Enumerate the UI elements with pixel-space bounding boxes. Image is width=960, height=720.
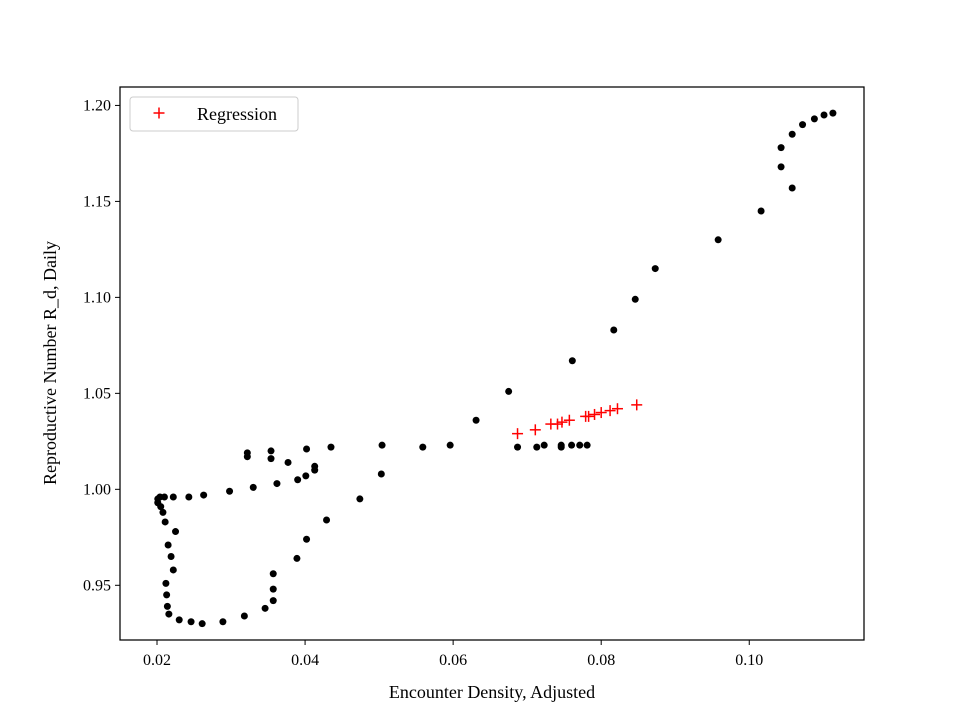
data-point xyxy=(226,487,234,495)
data-point xyxy=(777,144,785,152)
legend: Regression xyxy=(129,96,299,132)
data-point xyxy=(757,207,765,215)
y-tick-label: 1.00 xyxy=(83,481,111,498)
data-point xyxy=(356,495,364,503)
data-point xyxy=(303,535,311,543)
y-axis-ticks: 0.95 1.00 1.05 1.10 1.15 1.20 xyxy=(83,97,120,594)
y-tick-label: 1.15 xyxy=(83,193,111,210)
data-point xyxy=(327,443,335,451)
x-tick-label: 0.02 xyxy=(143,652,171,669)
data-point xyxy=(294,476,302,484)
data-point xyxy=(557,441,565,449)
data-point xyxy=(631,295,639,303)
data-point xyxy=(323,516,331,524)
data-point xyxy=(540,441,548,449)
x-axis-ticks: 0.02 0.04 0.06 0.08 0.10 xyxy=(143,640,763,669)
legend-marker-plus-icon xyxy=(153,107,165,119)
y-tick-label: 1.05 xyxy=(83,385,111,402)
regression-point xyxy=(552,418,564,430)
data-point xyxy=(243,453,251,461)
data-point xyxy=(714,236,722,244)
legend-box xyxy=(129,96,299,132)
legend-label-regression: Regression xyxy=(197,104,277,124)
data-point xyxy=(610,326,618,334)
data-point xyxy=(157,503,165,511)
y-tick-label: 1.10 xyxy=(83,289,111,306)
data-point xyxy=(419,443,427,451)
data-point xyxy=(169,493,177,501)
data-point xyxy=(777,163,785,171)
data-point xyxy=(162,579,170,587)
x-tick-label: 0.10 xyxy=(735,652,763,669)
regression-point xyxy=(604,405,616,417)
data-point xyxy=(261,604,269,612)
data-point xyxy=(187,618,195,626)
data-point xyxy=(576,441,584,449)
data-point xyxy=(273,480,281,488)
data-point xyxy=(829,109,837,117)
data-point xyxy=(240,612,248,620)
data-point xyxy=(311,466,319,474)
y-tick-label: 1.20 xyxy=(83,97,111,114)
data-point xyxy=(164,541,172,549)
data-point xyxy=(377,470,385,478)
data-point xyxy=(651,265,659,273)
data-point xyxy=(219,618,227,626)
plot-frame xyxy=(119,86,865,641)
data-point xyxy=(378,441,386,449)
data-point xyxy=(269,597,277,605)
data-point xyxy=(799,121,807,129)
data-point xyxy=(163,591,171,599)
data-point xyxy=(165,610,173,618)
y-axis-label: Reproductive Number R_d, Daily xyxy=(40,241,60,485)
regression-point xyxy=(589,408,601,420)
data-point xyxy=(267,455,275,463)
x-axis-label: Encounter Density, Adjusted xyxy=(389,682,595,702)
data-point xyxy=(820,111,828,119)
x-tick-label: 0.06 xyxy=(439,652,467,669)
data-point xyxy=(185,493,193,501)
regression-point xyxy=(595,407,607,419)
data-point xyxy=(198,620,206,628)
data-point xyxy=(568,441,576,449)
data-point xyxy=(533,443,541,451)
data-point xyxy=(810,115,818,123)
regression-point xyxy=(529,424,541,436)
data-point xyxy=(163,602,171,610)
data-point xyxy=(169,566,177,574)
data-point xyxy=(302,472,310,480)
data-point xyxy=(583,441,591,449)
data-point xyxy=(175,616,183,624)
regression-point xyxy=(512,428,524,440)
data-point xyxy=(446,441,454,449)
y-tick-label: 0.95 xyxy=(83,577,111,594)
data-point xyxy=(269,585,277,593)
data-point xyxy=(284,458,292,466)
data-point xyxy=(269,570,277,578)
data-point xyxy=(568,357,576,365)
data-point xyxy=(267,447,275,455)
data-point xyxy=(167,553,175,561)
data-point xyxy=(293,554,301,562)
data-point xyxy=(161,518,169,526)
data-marks xyxy=(154,109,837,628)
regression-point xyxy=(611,403,623,415)
x-tick-label: 0.08 xyxy=(587,652,615,669)
x-tick-label: 0.04 xyxy=(291,652,319,669)
data-point xyxy=(788,130,796,138)
regression-point xyxy=(556,416,568,428)
regression-point xyxy=(563,414,575,426)
data-point xyxy=(788,184,796,192)
data-point xyxy=(172,528,180,536)
data-point xyxy=(472,416,480,424)
regression-point xyxy=(583,410,595,422)
data-point xyxy=(249,483,257,491)
regression-point xyxy=(631,399,643,411)
data-point xyxy=(159,508,167,516)
data-point xyxy=(200,491,208,499)
data-point xyxy=(514,443,522,451)
data-point xyxy=(303,445,311,453)
data-point xyxy=(505,387,513,395)
